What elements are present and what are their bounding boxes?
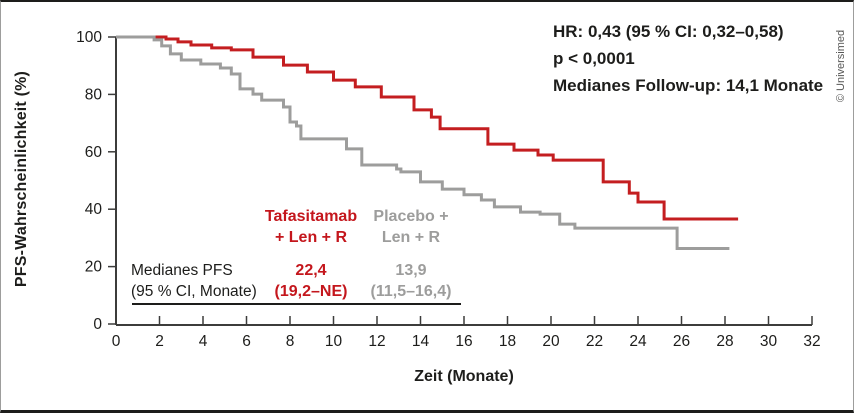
median-pfs-tafasitamab-value: 22,4	[295, 262, 327, 279]
y-tick-label: 60	[85, 144, 103, 161]
x-tick-label: 18	[499, 333, 516, 350]
x-tick-label: 16	[455, 333, 472, 350]
legend-header-tafasitamab-line2: + Len + R	[274, 229, 348, 246]
legend-header-placebo: Placebo + Len + R	[363, 206, 459, 248]
x-tick-label: 32	[803, 333, 820, 350]
x-tick-label: 28	[716, 333, 733, 350]
stats-block: HR: 0,43 (95 % CI: 0,32–0,58) p < 0,0001…	[553, 18, 823, 99]
x-tick-label: 6	[242, 333, 251, 350]
legend-header-placebo-line1: Placebo +	[373, 208, 449, 225]
median-pfs-placebo: 13,9 (11,5–16,4)	[363, 260, 459, 302]
legend-header-tafasitamab: Tafasitamab + Len + R	[259, 206, 363, 248]
x-tick-label: 24	[629, 333, 647, 350]
median-pfs-row-label-line2: (95 % CI, Monate)	[131, 283, 257, 300]
y-axis-label: PFS-Wahrscheinlichkeit (%)	[13, 70, 30, 288]
x-tick-label: 26	[673, 333, 690, 350]
x-tick-label: 10	[325, 333, 343, 350]
median-followup: Medianes Follow-up: 14,1 Monate	[553, 76, 824, 95]
x-tick-label: 0	[112, 333, 121, 350]
median-pfs-tafasitamab: 22,4 (19,2–NE)	[259, 260, 363, 302]
x-tick-label: 2	[155, 333, 164, 350]
y-tick-label: 80	[85, 86, 103, 103]
x-tick-label: 30	[760, 333, 778, 350]
y-tick-label: 0	[93, 316, 102, 333]
median-pfs-placebo-ci: (11,5–16,4)	[370, 283, 452, 300]
y-tick-label: 20	[85, 259, 103, 276]
x-tick-label: 4	[199, 333, 208, 350]
median-pfs-placebo-value: 13,9	[395, 262, 427, 279]
median-pfs-tafasitamab-ci: (19,2–NE)	[274, 283, 348, 300]
p-value: p < 0,0001	[553, 49, 635, 68]
table-underline	[132, 303, 461, 305]
series-path-placebo	[116, 35, 730, 250]
series-path-tafasitamab	[116, 35, 739, 221]
x-tick-label: 8	[286, 333, 295, 350]
median-pfs-row-label-line1: Medianes PFS	[131, 262, 233, 279]
legend-header-placebo-line2: Len + R	[381, 229, 441, 246]
hr-value: HR: 0,43 (95 % CI: 0,32–0,58)	[553, 22, 784, 41]
y-tick-label: 40	[85, 201, 103, 218]
x-tick-label: 14	[412, 333, 430, 350]
x-tick-label: 20	[542, 333, 560, 350]
median-pfs-row-label: Medianes PFS (95 % CI, Monate)	[131, 260, 257, 302]
y-tick-label: 100	[76, 29, 102, 46]
copyright-credit: © Universimed	[835, 29, 847, 103]
x-tick-label: 12	[368, 333, 385, 350]
x-tick-label: 22	[586, 333, 603, 350]
legend-header-tafasitamab-line1: Tafasitamab	[264, 208, 358, 225]
x-axis-label: Zeit (Monate)	[414, 368, 514, 385]
